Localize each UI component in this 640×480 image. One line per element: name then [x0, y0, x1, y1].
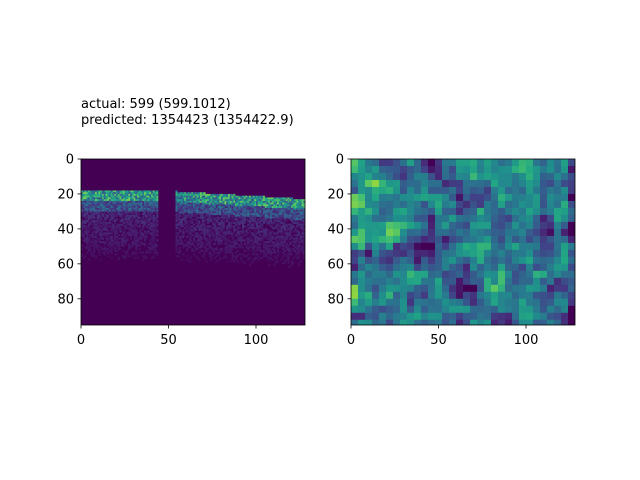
figure-title-actual: actual: 599 (599.1012) — [81, 97, 231, 112]
y-tick-label: 40 — [57, 222, 74, 237]
y-tick-label: 0 — [66, 153, 74, 168]
x-tick-label: 100 — [244, 333, 269, 348]
y-tick-label: 80 — [327, 292, 344, 307]
heatmap-predicted: 0 50 100 0 20 40 60 80 — [327, 153, 576, 348]
x-tick-label: 50 — [160, 333, 177, 348]
y-tick-label: 20 — [57, 187, 74, 202]
x-tick-label: 0 — [77, 333, 85, 348]
y-tick-label: 60 — [327, 257, 344, 272]
heatmap-actual: 0 50 100 0 20 40 60 80 — [57, 153, 306, 348]
y-tick-label: 0 — [336, 153, 344, 168]
y-tick-label: 60 — [57, 257, 74, 272]
figure-title-predicted: predicted: 1354423 (1354422.9) — [81, 113, 294, 128]
y-tick-label: 80 — [57, 292, 74, 307]
y-tick-label: 20 — [327, 187, 344, 202]
y-tick-label: 40 — [327, 222, 344, 237]
x-tick-label: 100 — [514, 333, 539, 348]
x-tick-label: 0 — [347, 333, 355, 348]
x-tick-label: 50 — [430, 333, 447, 348]
